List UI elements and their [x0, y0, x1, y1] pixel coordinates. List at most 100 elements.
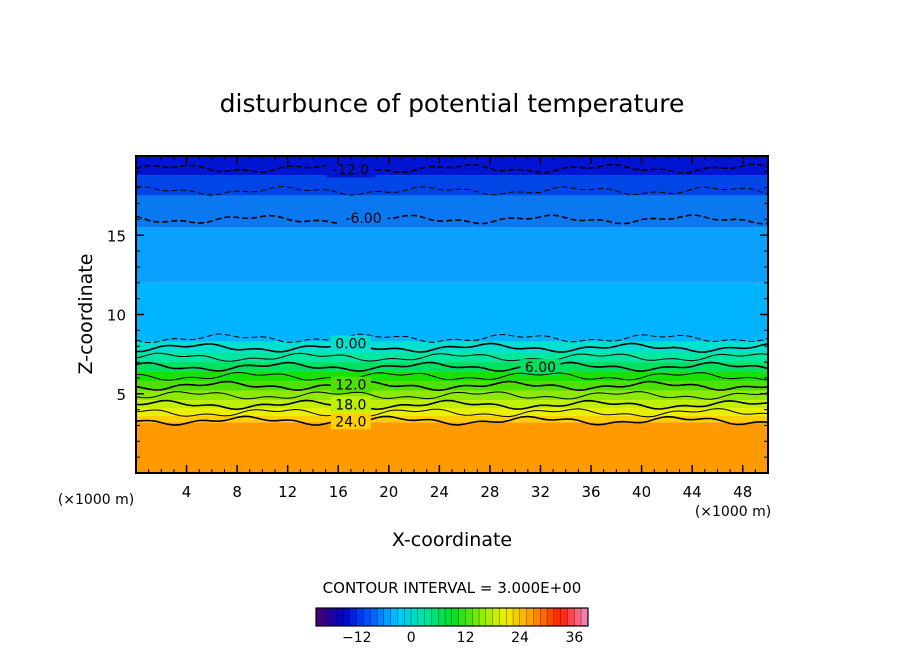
colorbar-cell	[350, 608, 358, 626]
contour-line	[135, 333, 769, 344]
contour-line	[135, 361, 769, 373]
x-tick-label: 36	[581, 483, 600, 501]
y-tick-label: 5	[116, 386, 126, 404]
contour-label-bg	[520, 359, 561, 376]
colorbar-cell	[526, 608, 534, 626]
colorbar-cell	[329, 608, 337, 626]
contour-line	[135, 342, 769, 353]
contour-band	[136, 227, 768, 283]
contour-band	[136, 371, 768, 382]
contour-line	[135, 163, 769, 174]
contour-line	[135, 399, 769, 411]
chart-title: disturbunce of potential temperature	[220, 89, 685, 118]
colorbar-cell	[492, 608, 500, 626]
colorbar-cell	[404, 608, 412, 626]
colorbar-cell	[336, 608, 344, 626]
contour-label: -6.00	[345, 211, 381, 227]
contour-band	[136, 422, 768, 473]
contour-band	[136, 390, 768, 401]
colorbar-cell	[431, 608, 439, 626]
colorbar-cell	[513, 608, 521, 626]
x-tick-label: 4	[182, 483, 192, 501]
colorbar-cell	[377, 608, 385, 626]
contour-lines: -12.0 -6.00 0.00 6.00 12.0 18.024.0	[135, 161, 769, 430]
contour-line	[135, 408, 769, 418]
colorbar-tick-label: 12	[457, 630, 475, 646]
x-axis-label: X-coordinate	[392, 529, 512, 551]
x-tick-label: 20	[379, 483, 398, 501]
contour-line	[135, 371, 769, 381]
contour-label-bg	[330, 413, 371, 430]
contour-label: 6.00	[525, 360, 556, 376]
contour-fill	[136, 156, 768, 473]
contour-line	[135, 214, 769, 225]
y-tick-label: 15	[107, 227, 126, 245]
colorbar-cell	[363, 608, 371, 626]
contour-line	[135, 391, 769, 400]
colorbar-cell	[397, 608, 405, 626]
colorbar-cell	[458, 608, 466, 626]
contour-interval-text: CONTOUR INTERVAL = 3.000E+00	[323, 579, 582, 597]
colorbar-cell	[533, 608, 541, 626]
colorbar-cell	[356, 608, 364, 626]
contour-label-bg	[330, 335, 371, 352]
colorbar-tick-label: 24	[511, 630, 529, 646]
colorbar-tick-label: 0	[407, 630, 416, 646]
colorbar-tick-label: 36	[565, 630, 583, 646]
x-tick-label: 24	[430, 483, 449, 501]
colorbar-cell	[322, 608, 330, 626]
colorbar-frame	[315, 607, 589, 627]
contour-line	[135, 380, 769, 392]
contour-label: -12.0	[333, 162, 369, 178]
contour-band	[136, 175, 768, 196]
contour-band	[136, 400, 768, 409]
contour-band	[136, 282, 768, 342]
colorbar-cell	[560, 608, 568, 626]
colorbar-cell	[438, 608, 446, 626]
x-tick-label: 32	[531, 483, 550, 501]
contour-label: 12.0	[335, 378, 366, 394]
colorbar-tick-label: −12	[342, 630, 372, 646]
contour-label-bg	[330, 376, 371, 393]
colorbar-cell	[554, 608, 562, 626]
colorbar-cell	[465, 608, 473, 626]
colorbar-cell	[574, 608, 582, 626]
colorbar-cell	[472, 608, 480, 626]
colorbar-cell	[445, 608, 453, 626]
contour-band	[136, 381, 768, 391]
x-tick-label: 28	[480, 483, 499, 501]
colorbar: −12 0 12 24 36	[315, 607, 589, 646]
colorbar-cell	[547, 608, 555, 626]
z-unit-label: (×1000 m)	[58, 492, 134, 508]
x-tick-label: 16	[329, 483, 348, 501]
x-tick-label: 12	[278, 483, 297, 501]
colorbar-cell	[343, 608, 351, 626]
contour-band	[136, 415, 768, 423]
colorbar-cell	[520, 608, 528, 626]
colorbar-cell	[452, 608, 460, 626]
colorbar-cell	[581, 608, 589, 626]
x-tick-label: 8	[232, 483, 242, 501]
y-tick-label: 10	[107, 307, 126, 325]
contour-label: 0.00	[335, 337, 366, 353]
contour-line	[135, 185, 769, 196]
y-axis-label: Z-coordinate	[75, 254, 97, 375]
x-unit-label: (×1000 m)	[695, 504, 771, 520]
colorbar-cell	[540, 608, 548, 626]
x-tick-label: 44	[683, 483, 702, 501]
contour-band	[136, 156, 768, 176]
contour-label-bg	[326, 161, 376, 178]
contour-label: 18.0	[335, 397, 366, 413]
colorbar-cell	[316, 608, 324, 626]
contour-label-bg	[339, 210, 388, 227]
contour-label: 24.0	[335, 414, 366, 430]
contour-line	[135, 415, 769, 426]
colorbar-cell	[506, 608, 514, 626]
x-tick-label: 48	[733, 483, 752, 501]
colorbar-cell	[567, 608, 575, 626]
contour-label-bg	[330, 396, 371, 413]
x-tick-label: 40	[632, 483, 651, 501]
colorbar-cell	[499, 608, 507, 626]
colorbar-cell	[486, 608, 494, 626]
